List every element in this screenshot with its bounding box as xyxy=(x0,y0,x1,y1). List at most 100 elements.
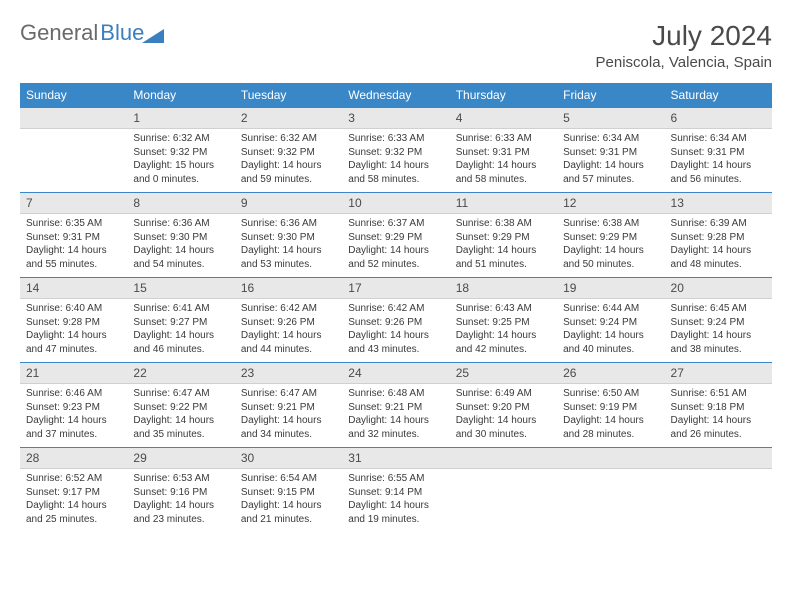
calendar-day-cell: 18Sunrise: 6:43 AMSunset: 9:25 PMDayligh… xyxy=(450,278,557,363)
sunrise-line: Sunrise: 6:38 AM xyxy=(563,217,658,231)
sunset-line: Sunset: 9:27 PM xyxy=(133,316,228,330)
day-number: 4 xyxy=(450,108,557,129)
sunrise-line: Sunrise: 6:37 AM xyxy=(348,217,443,231)
day-number xyxy=(665,448,772,469)
daylight-line: Daylight: 14 hours and 37 minutes. xyxy=(26,414,121,441)
calendar-day-cell: 23Sunrise: 6:47 AMSunset: 9:21 PMDayligh… xyxy=(235,363,342,448)
day-body: Sunrise: 6:43 AMSunset: 9:25 PMDaylight:… xyxy=(450,299,557,362)
calendar-day-cell: 30Sunrise: 6:54 AMSunset: 9:15 PMDayligh… xyxy=(235,448,342,533)
day-body: Sunrise: 6:50 AMSunset: 9:19 PMDaylight:… xyxy=(557,384,664,447)
sunset-line: Sunset: 9:25 PM xyxy=(456,316,551,330)
sunrise-line: Sunrise: 6:32 AM xyxy=(241,132,336,146)
day-number xyxy=(557,448,664,469)
daylight-line: Daylight: 14 hours and 58 minutes. xyxy=(456,159,551,186)
weekday-header: Monday xyxy=(127,83,234,108)
calendar-day-cell: 14Sunrise: 6:40 AMSunset: 9:28 PMDayligh… xyxy=(20,278,127,363)
day-number: 20 xyxy=(665,278,772,299)
day-number: 24 xyxy=(342,363,449,384)
sunset-line: Sunset: 9:17 PM xyxy=(26,486,121,500)
sunset-line: Sunset: 9:23 PM xyxy=(26,401,121,415)
weekday-header: Saturday xyxy=(665,83,772,108)
daylight-line: Daylight: 14 hours and 40 minutes. xyxy=(563,329,658,356)
day-body: Sunrise: 6:53 AMSunset: 9:16 PMDaylight:… xyxy=(127,469,234,532)
calendar-day-cell: 28Sunrise: 6:52 AMSunset: 9:17 PMDayligh… xyxy=(20,448,127,533)
sunset-line: Sunset: 9:29 PM xyxy=(348,231,443,245)
day-number: 5 xyxy=(557,108,664,129)
calendar-day-cell: 16Sunrise: 6:42 AMSunset: 9:26 PMDayligh… xyxy=(235,278,342,363)
daylight-line: Daylight: 14 hours and 43 minutes. xyxy=(348,329,443,356)
sunrise-line: Sunrise: 6:47 AM xyxy=(133,387,228,401)
sunset-line: Sunset: 9:31 PM xyxy=(671,146,766,160)
sunset-line: Sunset: 9:29 PM xyxy=(563,231,658,245)
daylight-line: Daylight: 14 hours and 58 minutes. xyxy=(348,159,443,186)
calendar-day-cell: 10Sunrise: 6:37 AMSunset: 9:29 PMDayligh… xyxy=(342,193,449,278)
day-body: Sunrise: 6:52 AMSunset: 9:17 PMDaylight:… xyxy=(20,469,127,532)
day-body: Sunrise: 6:46 AMSunset: 9:23 PMDaylight:… xyxy=(20,384,127,447)
sunrise-line: Sunrise: 6:44 AM xyxy=(563,302,658,316)
daylight-line: Daylight: 14 hours and 56 minutes. xyxy=(671,159,766,186)
day-body xyxy=(665,469,772,525)
sunrise-line: Sunrise: 6:45 AM xyxy=(671,302,766,316)
day-body: Sunrise: 6:33 AMSunset: 9:32 PMDaylight:… xyxy=(342,129,449,192)
day-number: 10 xyxy=(342,193,449,214)
day-number: 12 xyxy=(557,193,664,214)
sunset-line: Sunset: 9:16 PM xyxy=(133,486,228,500)
daylight-line: Daylight: 14 hours and 28 minutes. xyxy=(563,414,658,441)
sunset-line: Sunset: 9:21 PM xyxy=(241,401,336,415)
sunrise-line: Sunrise: 6:34 AM xyxy=(671,132,766,146)
day-number: 26 xyxy=(557,363,664,384)
sunset-line: Sunset: 9:28 PM xyxy=(26,316,121,330)
sunset-line: Sunset: 9:22 PM xyxy=(133,401,228,415)
calendar-week-row: 21Sunrise: 6:46 AMSunset: 9:23 PMDayligh… xyxy=(20,363,772,448)
day-body: Sunrise: 6:33 AMSunset: 9:31 PMDaylight:… xyxy=(450,129,557,192)
logo: GeneralBlue xyxy=(20,20,164,46)
daylight-line: Daylight: 15 hours and 0 minutes. xyxy=(133,159,228,186)
logo-text-1: General xyxy=(20,20,98,46)
sunrise-line: Sunrise: 6:53 AM xyxy=(133,472,228,486)
daylight-line: Daylight: 14 hours and 55 minutes. xyxy=(26,244,121,271)
daylight-line: Daylight: 14 hours and 35 minutes. xyxy=(133,414,228,441)
sunrise-line: Sunrise: 6:49 AM xyxy=(456,387,551,401)
weekday-header: Wednesday xyxy=(342,83,449,108)
sunrise-line: Sunrise: 6:34 AM xyxy=(563,132,658,146)
day-body: Sunrise: 6:38 AMSunset: 9:29 PMDaylight:… xyxy=(450,214,557,277)
day-number: 8 xyxy=(127,193,234,214)
day-number: 29 xyxy=(127,448,234,469)
day-number: 2 xyxy=(235,108,342,129)
calendar-day-cell xyxy=(20,108,127,193)
daylight-line: Daylight: 14 hours and 21 minutes. xyxy=(241,499,336,526)
sunset-line: Sunset: 9:31 PM xyxy=(456,146,551,160)
calendar-week-row: 1Sunrise: 6:32 AMSunset: 9:32 PMDaylight… xyxy=(20,108,772,193)
sunrise-line: Sunrise: 6:33 AM xyxy=(456,132,551,146)
day-body: Sunrise: 6:34 AMSunset: 9:31 PMDaylight:… xyxy=(665,129,772,192)
calendar-day-cell: 9Sunrise: 6:36 AMSunset: 9:30 PMDaylight… xyxy=(235,193,342,278)
day-number: 31 xyxy=(342,448,449,469)
location: Peniscola, Valencia, Spain xyxy=(596,54,773,71)
sunset-line: Sunset: 9:26 PM xyxy=(348,316,443,330)
sunrise-line: Sunrise: 6:32 AM xyxy=(133,132,228,146)
calendar-day-cell: 27Sunrise: 6:51 AMSunset: 9:18 PMDayligh… xyxy=(665,363,772,448)
sunset-line: Sunset: 9:26 PM xyxy=(241,316,336,330)
sunset-line: Sunset: 9:24 PM xyxy=(563,316,658,330)
daylight-line: Daylight: 14 hours and 57 minutes. xyxy=(563,159,658,186)
sunset-line: Sunset: 9:19 PM xyxy=(563,401,658,415)
sunrise-line: Sunrise: 6:38 AM xyxy=(456,217,551,231)
day-number: 23 xyxy=(235,363,342,384)
day-body: Sunrise: 6:37 AMSunset: 9:29 PMDaylight:… xyxy=(342,214,449,277)
calendar-day-cell xyxy=(665,448,772,533)
day-body: Sunrise: 6:47 AMSunset: 9:22 PMDaylight:… xyxy=(127,384,234,447)
day-number: 28 xyxy=(20,448,127,469)
calendar-day-cell: 6Sunrise: 6:34 AMSunset: 9:31 PMDaylight… xyxy=(665,108,772,193)
day-body: Sunrise: 6:36 AMSunset: 9:30 PMDaylight:… xyxy=(127,214,234,277)
day-number: 14 xyxy=(20,278,127,299)
calendar-day-cell: 13Sunrise: 6:39 AMSunset: 9:28 PMDayligh… xyxy=(665,193,772,278)
sunset-line: Sunset: 9:21 PM xyxy=(348,401,443,415)
weekday-header: Friday xyxy=(557,83,664,108)
calendar-day-cell: 22Sunrise: 6:47 AMSunset: 9:22 PMDayligh… xyxy=(127,363,234,448)
sunrise-line: Sunrise: 6:41 AM xyxy=(133,302,228,316)
daylight-line: Daylight: 14 hours and 47 minutes. xyxy=(26,329,121,356)
sunset-line: Sunset: 9:15 PM xyxy=(241,486,336,500)
sunset-line: Sunset: 9:30 PM xyxy=(241,231,336,245)
calendar-day-cell: 31Sunrise: 6:55 AMSunset: 9:14 PMDayligh… xyxy=(342,448,449,533)
calendar-day-cell xyxy=(557,448,664,533)
